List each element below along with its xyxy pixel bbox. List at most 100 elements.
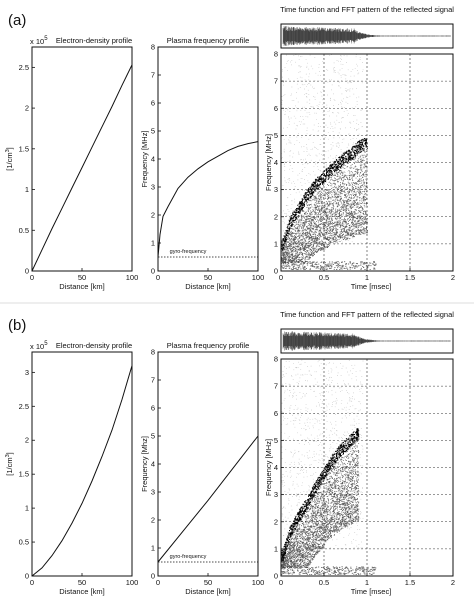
y-tick-label: 7	[274, 77, 278, 86]
y-tick-label: 1	[25, 185, 29, 194]
y-tick-label: 4	[274, 463, 278, 472]
y-tick-label: 3	[274, 490, 278, 499]
y-tick-label: 8	[151, 348, 155, 357]
spectrogram-energy	[281, 138, 368, 264]
y-tick-label: 7	[274, 382, 278, 391]
y-axis-label: [1/cm3]	[5, 452, 14, 476]
y-tick-label: 3	[151, 183, 155, 192]
time-function-frame	[280, 328, 454, 354]
x-tick-label: 2	[451, 578, 455, 587]
y-tick-label: 8	[151, 43, 155, 52]
x-axis-label: Distance [km]	[59, 282, 104, 291]
y-tick-label: 2	[274, 517, 278, 526]
gyro-frequency-label: gyro-frequency	[170, 554, 207, 560]
x-tick-label: 2	[451, 273, 455, 282]
y-tick-label: 0	[25, 572, 29, 581]
y-tick-label: 5	[274, 436, 278, 445]
x-tick-label: 1.5	[405, 578, 415, 587]
plasma-frequency-curve	[157, 435, 259, 563]
gyro-frequency-label: gyro-frequency	[170, 249, 207, 255]
density-curve	[31, 64, 133, 272]
plot-title: Plasma frequency profile	[167, 36, 250, 45]
x-tick-label: 100	[252, 578, 265, 587]
x-tick-label: 0	[279, 273, 283, 282]
y-tick-label: 1.5	[19, 470, 29, 479]
y-tick-label: 2	[151, 516, 155, 525]
x-axis-label: Distance [km]	[185, 587, 230, 596]
y-axis-label: [1/cm3]	[5, 147, 14, 171]
electron-density-plot: x 105 Electron-density profile [1/cm3] 0 0.5…	[5, 36, 138, 291]
x-tick-label: 0.5	[319, 273, 329, 282]
x-tick-label: 100	[126, 578, 139, 587]
y-tick-label: 1	[274, 239, 278, 248]
plot-title: Plasma frequency profile	[167, 341, 250, 350]
y-multiplier: x 105	[30, 341, 48, 351]
density-curve	[31, 365, 133, 577]
y-tick-label: 0	[151, 267, 155, 276]
x-tick-label: 50	[78, 273, 86, 282]
plasma-frequency-curve	[157, 141, 259, 258]
y-axis-label: Frequency [MHz]	[264, 439, 273, 496]
y-tick-label: 2.5	[19, 63, 29, 72]
y-tick-label: 0	[274, 572, 278, 581]
y-tick-label: 5	[151, 432, 155, 441]
y-tick-label: 6	[274, 409, 278, 418]
spectrogram-energy	[281, 434, 360, 569]
y-axis-label: Frequency [Mhz]	[140, 436, 149, 492]
figure-panel-b: (b) x 105 Electron-density profile [1/cm3] 0…	[5, 310, 455, 596]
y-tick-label: 0.5	[19, 226, 29, 235]
time-function-waveform	[282, 26, 451, 46]
spectrogram-background-noise	[281, 359, 364, 550]
y-tick-label: 5	[274, 131, 278, 140]
x-tick-label: 0	[156, 578, 160, 587]
y-tick-label: 2	[274, 212, 278, 221]
x-axis-label: Time [msec]	[351, 587, 392, 596]
figure-panel-a: (a) x 105 Electron-density profile [1/cm3] 0…	[5, 5, 455, 291]
panel-label: (b)	[8, 317, 26, 334]
y-tick-label: 0	[25, 267, 29, 276]
x-tick-label: 1	[365, 578, 369, 587]
y-tick-label: 3	[151, 488, 155, 497]
spectrogram-plot: Time function and FFT pattern of the ref…	[264, 5, 455, 291]
y-tick-label: 6	[151, 404, 155, 413]
y-tick-label: 4	[151, 155, 155, 164]
x-tick-label: 1	[365, 273, 369, 282]
y-multiplier: x 105	[30, 36, 48, 46]
x-tick-label: 1.5	[405, 273, 415, 282]
y-tick-label: 1	[25, 504, 29, 513]
y-tick-label: 8	[274, 50, 278, 59]
plot-frame	[157, 351, 259, 577]
y-tick-label: 8	[274, 355, 278, 364]
x-axis-label: Distance [km]	[59, 587, 104, 596]
y-tick-label: 1	[274, 544, 278, 553]
x-tick-label: 50	[78, 578, 86, 587]
plot-title: Electron-density profile	[56, 341, 132, 350]
y-tick-label: 6	[274, 104, 278, 113]
y-axis-label: Frequency [MHz]	[140, 130, 149, 187]
x-tick-label: 100	[126, 273, 139, 282]
x-tick-label: 0	[30, 273, 34, 282]
y-tick-label: 2	[25, 104, 29, 113]
y-tick-label: 2	[25, 436, 29, 445]
y-tick-label: 4	[274, 158, 278, 167]
y-tick-label: 7	[151, 71, 155, 80]
y-tick-label: 1.5	[19, 144, 29, 153]
spectrogram-low-band	[281, 261, 377, 271]
x-tick-label: 0.5	[319, 578, 329, 587]
y-tick-label: 0	[151, 572, 155, 581]
plot-frame	[31, 351, 133, 577]
spectrogram-low-band	[281, 566, 377, 576]
spectrogram-plot: Time function and FFT pattern of the ref…	[264, 310, 455, 596]
y-tick-label: 5	[151, 127, 155, 136]
spectrogram-ridge	[281, 138, 368, 251]
y-tick-label: 2.5	[19, 402, 29, 411]
y-tick-label: 3	[25, 368, 29, 377]
x-axis-label: Time [msec]	[351, 282, 392, 291]
y-tick-label: 2	[151, 211, 155, 220]
y-tick-label: 3	[274, 185, 278, 194]
x-tick-label: 0	[30, 578, 34, 587]
y-tick-label: 0	[274, 267, 278, 276]
y-tick-label: 1	[151, 239, 155, 248]
time-function-waveform	[282, 331, 451, 351]
plot-title: Electron-density profile	[56, 36, 132, 45]
